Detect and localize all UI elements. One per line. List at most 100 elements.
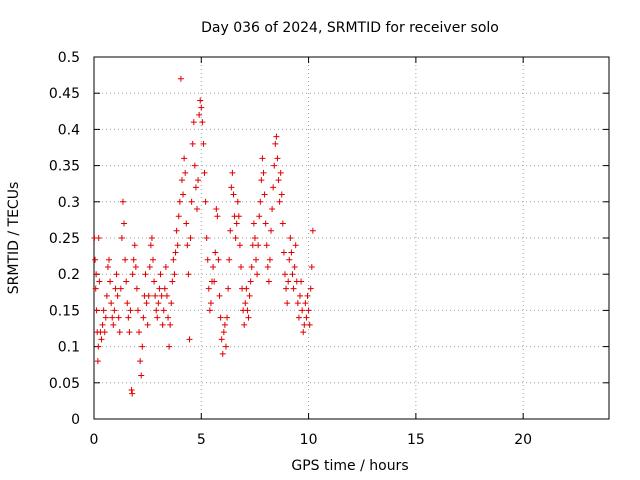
y-tick-label: 0.15	[49, 303, 80, 319]
y-axis-ticks: 0 0.05 0.1 0.15 0.2 0.25 0.3 0.35 0.4 0.45 0.5	[49, 50, 609, 428]
data-point	[101, 329, 108, 336]
data-point	[275, 177, 282, 184]
data-point	[301, 321, 308, 328]
data-point	[174, 242, 181, 249]
plot-frame	[93, 56, 610, 420]
data-point	[111, 307, 118, 314]
data-point	[158, 292, 165, 299]
data-point	[290, 285, 297, 292]
x-tick-label: 20	[514, 432, 532, 448]
data-point	[273, 133, 280, 140]
data-point	[222, 343, 229, 350]
data-point	[182, 169, 189, 176]
data-point	[224, 314, 231, 321]
data-point	[281, 271, 288, 278]
data-point	[152, 292, 159, 299]
data-point	[126, 329, 133, 336]
data-point	[307, 285, 314, 292]
data-point	[268, 227, 275, 234]
y-axis-label: SRMTID / TECUs	[6, 182, 22, 295]
data-point	[176, 198, 183, 205]
x-axis-label: GPS time / hours	[291, 458, 408, 474]
data-point	[104, 263, 111, 270]
data-point	[177, 75, 184, 82]
data-point	[133, 285, 140, 292]
data-point	[260, 169, 267, 176]
data-point	[99, 321, 106, 328]
data-point	[106, 256, 113, 263]
data-point	[123, 278, 130, 285]
data-point	[263, 242, 270, 249]
data-point	[180, 191, 187, 198]
data-point	[294, 300, 301, 307]
data-point	[169, 278, 176, 285]
y-tick-label: 0.25	[49, 231, 80, 247]
data-point	[134, 307, 141, 314]
data-point	[241, 321, 248, 328]
data-point	[187, 235, 194, 241]
data-point	[253, 256, 260, 263]
data-point	[102, 314, 109, 321]
data-point	[204, 256, 211, 263]
data-point	[303, 314, 310, 321]
data-point	[170, 256, 177, 263]
chart-title: Day 036 of 2024, SRMTID for receiver sol…	[201, 20, 499, 36]
data-point	[274, 155, 281, 162]
data-point	[304, 292, 311, 299]
data-point	[165, 314, 172, 321]
data-point	[256, 213, 263, 220]
data-point	[308, 263, 315, 270]
data-points	[91, 75, 316, 397]
data-point	[146, 263, 153, 270]
data-point	[138, 372, 145, 379]
data-point	[109, 314, 116, 321]
data-point	[197, 97, 204, 104]
data-point	[198, 104, 205, 111]
data-point	[233, 220, 240, 227]
data-point	[147, 242, 154, 249]
data-point	[245, 314, 252, 321]
data-point	[154, 314, 161, 321]
data-point	[300, 329, 307, 336]
data-point	[142, 271, 149, 278]
data-point	[243, 285, 250, 292]
data-point	[132, 263, 139, 270]
data-point	[113, 271, 120, 278]
data-point	[117, 285, 124, 292]
data-point	[276, 198, 283, 205]
data-point	[216, 292, 223, 299]
data-point	[279, 220, 286, 227]
data-point	[178, 177, 185, 184]
data-point	[118, 235, 125, 241]
data-point	[220, 329, 227, 336]
data-point	[247, 278, 254, 285]
data-point	[136, 329, 143, 336]
y-tick-label: 0	[71, 412, 80, 428]
data-point	[190, 119, 197, 126]
data-point	[185, 271, 192, 278]
data-point	[226, 256, 233, 263]
data-point	[186, 336, 193, 343]
data-point	[195, 177, 202, 184]
data-point	[156, 285, 163, 292]
data-point	[215, 256, 222, 263]
data-point	[255, 242, 262, 249]
data-point	[206, 307, 213, 314]
y-tick-label: 0.3	[58, 195, 80, 211]
data-point	[236, 242, 243, 249]
data-point	[127, 307, 134, 314]
data-point	[261, 191, 268, 198]
data-point	[234, 198, 241, 205]
data-point	[166, 343, 173, 350]
data-point	[271, 162, 278, 169]
data-point	[112, 285, 119, 292]
data-point	[283, 285, 290, 292]
data-point	[181, 155, 188, 162]
y-tick-label: 0.05	[49, 376, 80, 392]
data-point	[211, 278, 218, 285]
data-point	[172, 249, 179, 256]
data-point	[151, 278, 158, 285]
data-point	[168, 300, 175, 307]
data-point	[100, 307, 107, 314]
data-point	[309, 227, 316, 234]
